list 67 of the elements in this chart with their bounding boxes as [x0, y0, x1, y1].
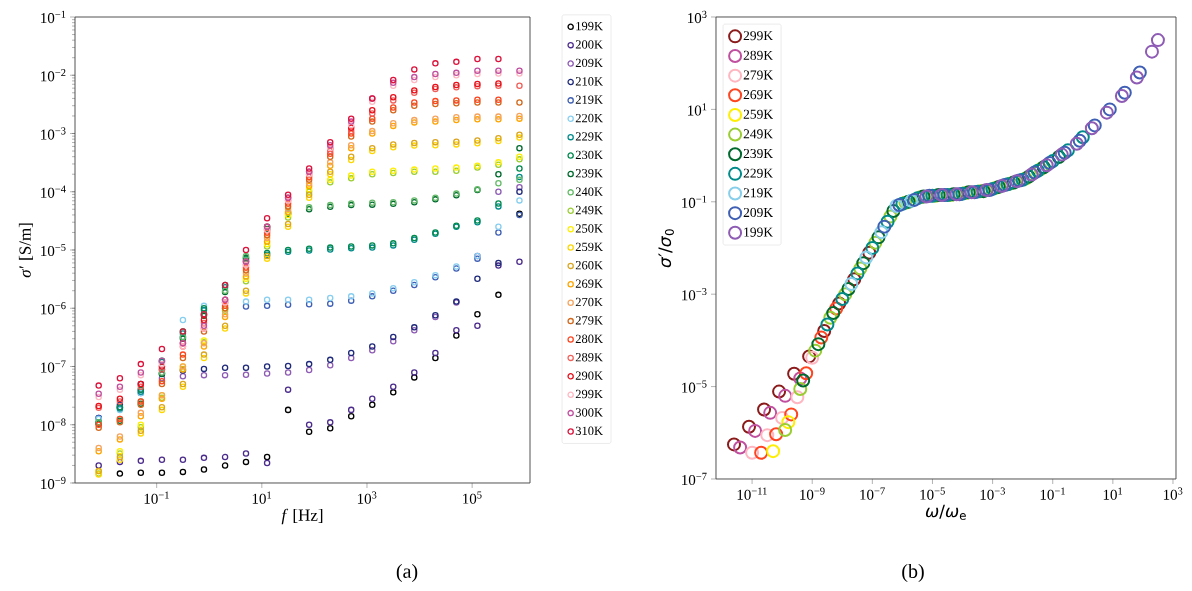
x-tick-label: 10$^{1}$ [252, 491, 272, 504]
legend-label: 239K [743, 148, 773, 159]
x-axis-title: ω/ω$_{e}$ [925, 504, 966, 520]
y-tick-label: 10$^{−5}$ [682, 380, 707, 393]
legend-label: 200K [575, 40, 603, 49]
y-tick-label: 10$^{−7}$ [41, 360, 66, 373]
legend-label: 249K [743, 129, 773, 139]
legend-label: 259K [743, 109, 773, 119]
legend-label: 279K [743, 70, 773, 80]
y-tick-label: 10$^{−8}$ [41, 418, 66, 431]
legend-label: 289K [575, 353, 603, 362]
x-tick-label: 10$^{3}$ [357, 491, 377, 504]
legend-label: 310K [575, 426, 603, 436]
legend-label: 199K [744, 227, 773, 237]
text: (a) [396, 563, 418, 583]
y-tick-label: 10$^{3}$ [688, 10, 707, 24]
legend-label: 299K [743, 31, 773, 41]
legend-label: 280K [575, 334, 603, 344]
legend-label: 209K [743, 207, 773, 218]
y-tick-label: 10$^{−9}$ [41, 476, 66, 490]
legend-label: 270K [575, 297, 603, 307]
legend-label: 209K [575, 58, 603, 68]
legend-label: 290K [575, 371, 603, 380]
legend-label: 230K [575, 150, 603, 160]
y-tick-label: 10$^{−3}$ [682, 288, 707, 301]
x-axis-title: f [Hz] [281, 508, 323, 525]
x-tick-label: 10$^{−1}$ [1040, 487, 1065, 500]
y-axis-title: σ′ [S/m] [18, 223, 33, 278]
legend-label: 250K [575, 224, 603, 233]
text: (b) [902, 563, 924, 583]
x-tick-label: 10$^{−3}$ [980, 487, 1006, 500]
legend-label: 219K [743, 188, 773, 198]
x-tick-label: 10$^{5}$ [463, 491, 482, 504]
legend-label: 219K [575, 95, 603, 104]
legend-label: 210K [575, 77, 603, 86]
y-tick-label: 10$^{−6}$ [41, 302, 66, 315]
legend-label: 269K [575, 279, 603, 288]
x-tick-label: 10$^{−11}$ [737, 487, 767, 500]
legend-label: 240K [575, 187, 603, 196]
y-tick-label: 10$^{−3}$ [41, 127, 66, 140]
legend-label: 229K [743, 168, 773, 178]
x-tick-label: 10$^{−9}$ [800, 487, 825, 500]
y-tick-label: 10$^{−7}$ [682, 472, 707, 486]
legend-label: 299K [575, 389, 603, 399]
legend-label: 269K [743, 90, 773, 100]
x-tick-label: 10$^{−5}$ [920, 487, 945, 500]
legend-label: 220K [575, 113, 603, 123]
legend-label: 249K [575, 205, 603, 215]
legend-label: 259K [575, 242, 603, 252]
x-tick-label: 10$^{−7}$ [860, 487, 885, 500]
y-tick-label: 10$^{−1}$ [41, 10, 66, 24]
x-tick-label: 10$^{−1}$ [144, 491, 169, 504]
x-tick-label: 10$^{3}$ [1163, 487, 1183, 500]
x-tick-label: 10$^{1}$ [1103, 487, 1123, 500]
legend-label: 199K [576, 21, 603, 31]
legend-label: 300K [575, 408, 603, 417]
y-tick-label: 10$^{−4}$ [41, 185, 66, 198]
legend-label: 229K [575, 132, 603, 141]
y-axis-title: σ′/σ$_{0}$ [658, 229, 674, 268]
y-tick-label: 10$^{1}$ [688, 103, 707, 116]
legend-label: 239K [575, 169, 603, 178]
legend-label: 289K [743, 50, 773, 60]
legend-label: 279K [575, 316, 603, 325]
y-tick-label: 10$^{−1}$ [682, 195, 707, 208]
y-tick-label: 10$^{−5}$ [41, 243, 66, 257]
legend-label: 260K [575, 261, 603, 270]
y-tick-label: 10$^{−2}$ [41, 69, 66, 82]
